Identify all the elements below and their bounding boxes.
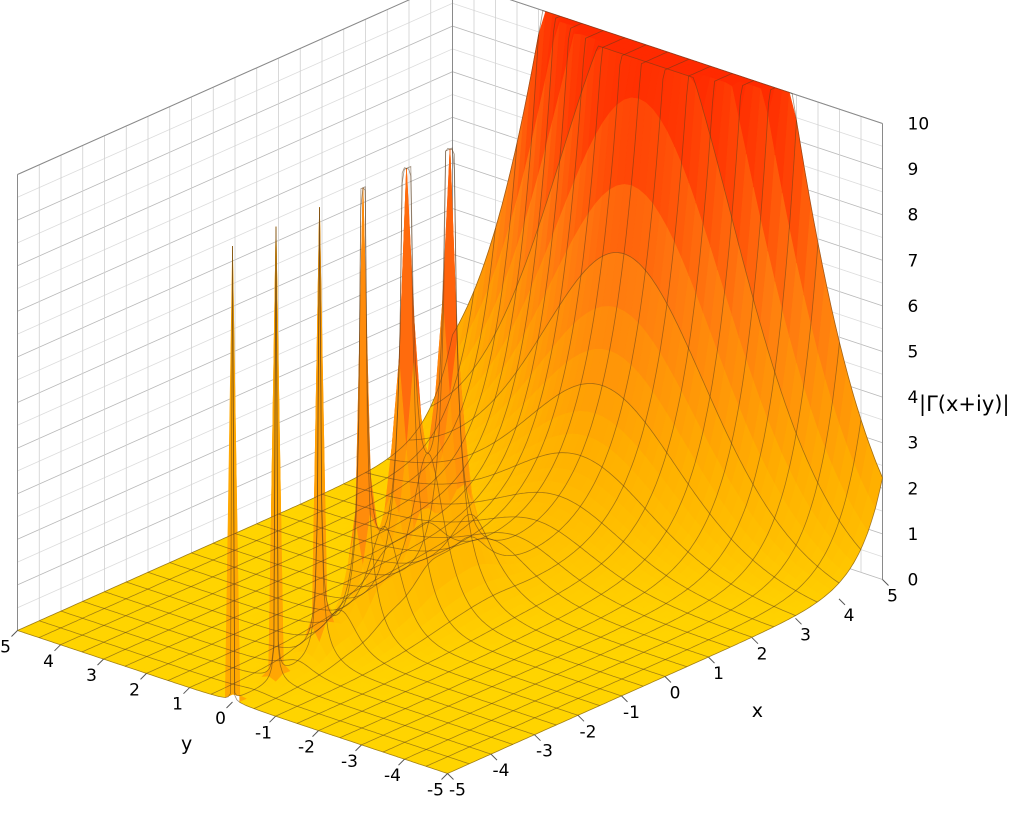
x-tick-label: -1: [623, 703, 640, 723]
x-tick-mark: [751, 637, 759, 645]
x-tick-label: -5: [449, 781, 466, 801]
z-tick-label: 7: [908, 251, 919, 271]
mesh-line: [210, 44, 647, 695]
x-tick-label: -3: [536, 742, 553, 762]
mesh-line: [146, 23, 582, 674]
x-tick-label: 3: [800, 625, 811, 645]
y-tick-label: -1: [255, 723, 272, 743]
y-tick-mark: [441, 773, 448, 780]
x-tick-label: 2: [757, 645, 768, 665]
y-tick-label: 5: [0, 638, 11, 658]
x-tick-label: 1: [713, 664, 724, 684]
y-tick-mark: [312, 730, 319, 737]
mesh-line: [404, 342, 840, 760]
mesh-line: [253, 58, 690, 709]
x-tick-mark: [621, 695, 628, 703]
z-tick-label: 8: [908, 206, 919, 226]
mesh-line: [339, 87, 776, 739]
mesh-line: [167, 30, 604, 681]
y-tick-label: 4: [43, 652, 54, 672]
x-tick-mark: [708, 656, 715, 664]
mesh-line: [103, 34, 539, 660]
x-tick-mark: [490, 753, 498, 761]
x-tick-mark: [534, 734, 541, 742]
y-axis-label: y: [181, 733, 192, 755]
tick-labels: -5-4-3-2-1012345-5-4-3-2-101234501234567…: [0, 115, 929, 801]
y-tick-mark: [355, 744, 362, 752]
x-tick-mark: [795, 617, 802, 625]
y-tick-label: 0: [215, 709, 226, 729]
surface-plot: [16, 10, 883, 774]
x-tick-label: 4: [844, 606, 855, 626]
y-tick-mark: [54, 644, 61, 652]
y-tick-label: -4: [384, 766, 401, 786]
y-tick-mark: [97, 658, 104, 666]
mesh-line: [275, 65, 711, 717]
z-tick-label: 6: [908, 297, 919, 317]
x-axis-label: x: [752, 700, 763, 722]
y-tick-label: -5: [427, 781, 444, 801]
mesh-line: [38, 290, 475, 638]
y-tick-mark: [226, 701, 233, 709]
x-tick-mark: [664, 676, 672, 683]
y-tick-label: 1: [172, 695, 183, 715]
mesh-line: [124, 15, 561, 667]
x-tick-label: 0: [670, 684, 681, 704]
x-tick-label: 5: [887, 587, 898, 607]
z-tick-label: 0: [908, 571, 919, 591]
mesh-line: [361, 120, 797, 746]
x-tick-mark: [577, 714, 585, 722]
y-tick-mark: [398, 758, 405, 766]
y-tick-label: -2: [298, 738, 315, 758]
y-tick-mark: [269, 715, 276, 723]
surface-mesh: [17, 10, 883, 774]
z-axis-label: |Γ(x+iy)|: [919, 392, 1010, 417]
y-tick-label: 3: [86, 666, 97, 686]
mesh-line: [425, 419, 862, 767]
z-tick-label: 2: [908, 479, 919, 499]
mesh-line: [382, 243, 819, 753]
y-tick-mark: [11, 630, 18, 637]
z-tick-label: 9: [908, 160, 919, 180]
y-tick-label: -3: [341, 752, 358, 772]
z-tick-label: 5: [908, 343, 919, 363]
mesh-line: [296, 73, 733, 724]
y-tick-mark: [183, 687, 190, 695]
x-tick-label: -4: [493, 761, 510, 781]
mesh-line: [60, 228, 496, 646]
z-tick-label: 3: [908, 434, 919, 454]
y-tick-mark: [140, 673, 147, 680]
x-tick-mark: [882, 579, 889, 586]
mesh-line: [232, 51, 668, 697]
x-tick-mark: [447, 773, 454, 780]
z-tick-label: 10: [908, 115, 930, 135]
mesh-line: [318, 80, 754, 731]
x-tick-mark: [838, 598, 846, 606]
z-tick-label: 4: [908, 388, 919, 408]
x-tick-label: -2: [580, 722, 597, 742]
mesh-line: [189, 37, 625, 688]
z-tick-label: 1: [908, 525, 919, 545]
mesh-line: [81, 143, 518, 653]
y-tick-label: 2: [129, 680, 140, 700]
mesh-line: [17, 334, 453, 631]
